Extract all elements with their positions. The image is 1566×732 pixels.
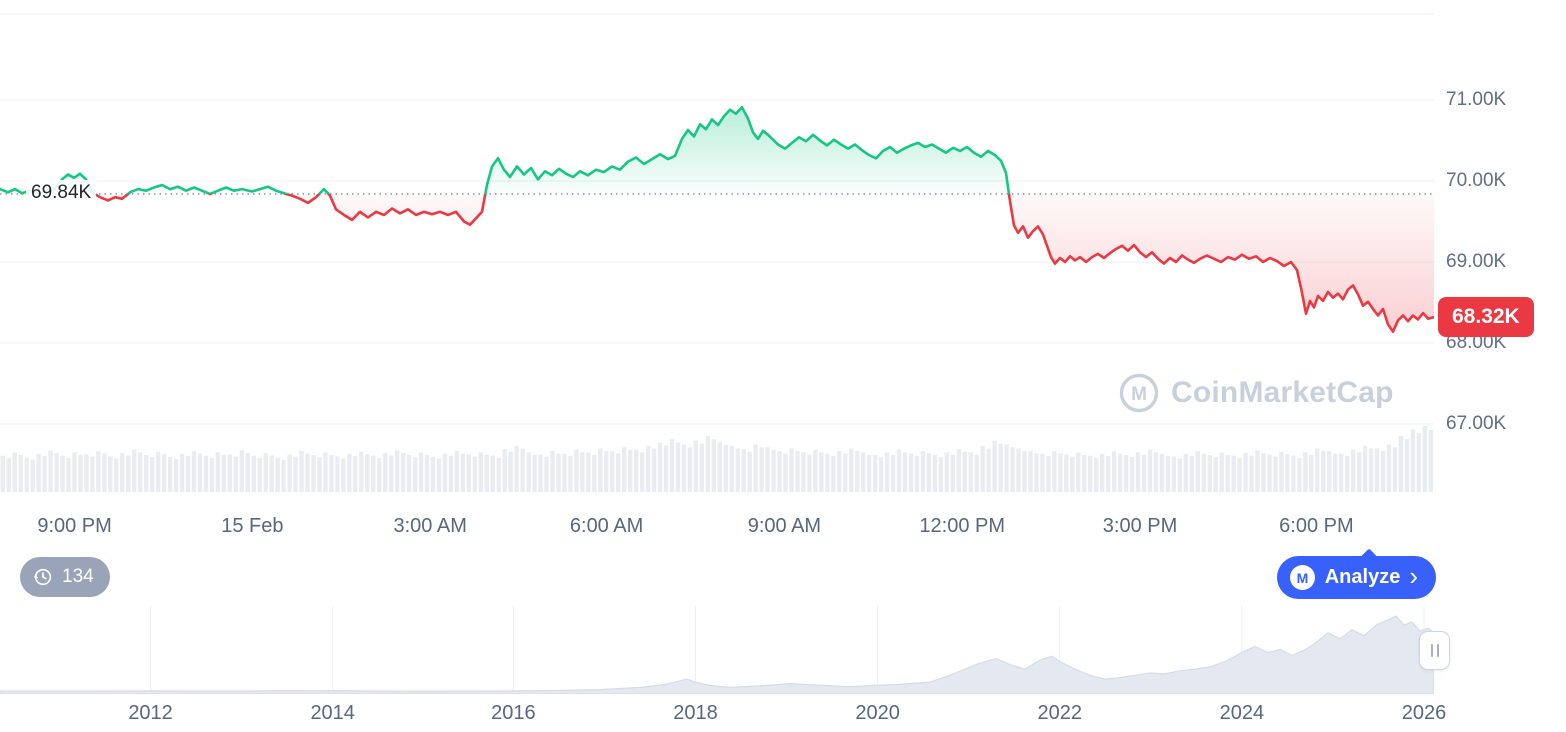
last-price-badge: 68.32K — [1438, 297, 1534, 338]
y-axis-tick: 70.00K — [1446, 170, 1507, 191]
history-count-pill[interactable]: 134 — [20, 557, 110, 597]
x-axis-tick: 9:00 PM — [37, 515, 112, 537]
price-line-up — [0, 106, 1011, 194]
y-axis-tick: 69.00K — [1446, 251, 1507, 272]
navigator-year-axis: 2012 2014 2016 2018 2020 2022 2024 2026 — [0, 694, 1446, 732]
x-axis-tick: 9:00 AM — [747, 515, 822, 537]
navigator-year-tick: 2018 — [673, 702, 718, 724]
navigator-year-tick: 2020 — [855, 702, 900, 724]
time-axis: 9:00 PM 15 Feb 3:00 AM 6:00 AM 9:00 AM 12:00 … — [0, 500, 1434, 552]
navigator-year-tick: 2016 — [491, 702, 536, 724]
x-axis-tick: 15 Feb — [221, 515, 284, 537]
navigator-handle[interactable] — [1419, 631, 1450, 670]
navigator-year-tick: 2026 — [1401, 702, 1447, 724]
watermark-text: CoinMarketCap — [1171, 376, 1394, 409]
navigator-year-tick: 2024 — [1219, 702, 1265, 724]
navigator-year-tick: 2022 — [1037, 702, 1082, 724]
chart-toolbar: 134 M Analyze › — [0, 552, 1566, 602]
history-count: 134 — [62, 566, 94, 587]
navigator-svg[interactable] — [0, 606, 1434, 694]
history-clock-icon — [34, 568, 52, 586]
x-axis-tick: 3:00 PM — [1102, 515, 1178, 537]
price-line-down — [20, 193, 1434, 333]
x-axis-tick: 12:00 PM — [919, 515, 1006, 537]
handle-grip-icon — [1436, 644, 1439, 657]
y-axis-tick: 68.00K — [1446, 332, 1507, 353]
analyze-button[interactable]: M Analyze › — [1276, 556, 1436, 599]
coinmarketcap-logo-icon: M — [1119, 373, 1159, 413]
y-axis-tick: 67.00K — [1446, 413, 1507, 434]
svg-text:M: M — [1131, 384, 1147, 405]
price-chart-panel[interactable]: 71.00K 70.00K 69.00K 68.00K 67.00K 69.84K 68… — [0, 0, 1566, 500]
chevron-right-icon: › — [1409, 561, 1418, 591]
coinmarketcap-watermark: M CoinMarketCap — [1118, 372, 1394, 414]
analyze-label: Analyze — [1324, 566, 1401, 588]
timeline-navigator[interactable] — [0, 606, 1566, 694]
y-axis-tick: 71.00K — [1446, 89, 1507, 110]
price-chart-svg[interactable] — [0, 0, 1434, 500]
svg-text:M: M — [1296, 570, 1308, 586]
navigator-year-tick: 2014 — [310, 702, 355, 724]
volume-bars — [0, 426, 1433, 492]
navigator-area — [0, 615, 1434, 694]
down-area-fill — [37, 193, 1434, 332]
x-axis-tick: 3:00 AM — [393, 515, 467, 537]
baseline-price-label: 69.84K — [26, 179, 97, 206]
up-area-fill — [0, 107, 1434, 194]
navigator-year-tick: 2012 — [128, 702, 173, 724]
coinmarketcap-badge-icon: M — [1289, 565, 1315, 590]
handle-grip-icon — [1430, 644, 1433, 657]
x-axis-tick: 6:00 AM — [569, 515, 644, 537]
x-axis-tick: 6:00 PM — [1279, 515, 1354, 537]
